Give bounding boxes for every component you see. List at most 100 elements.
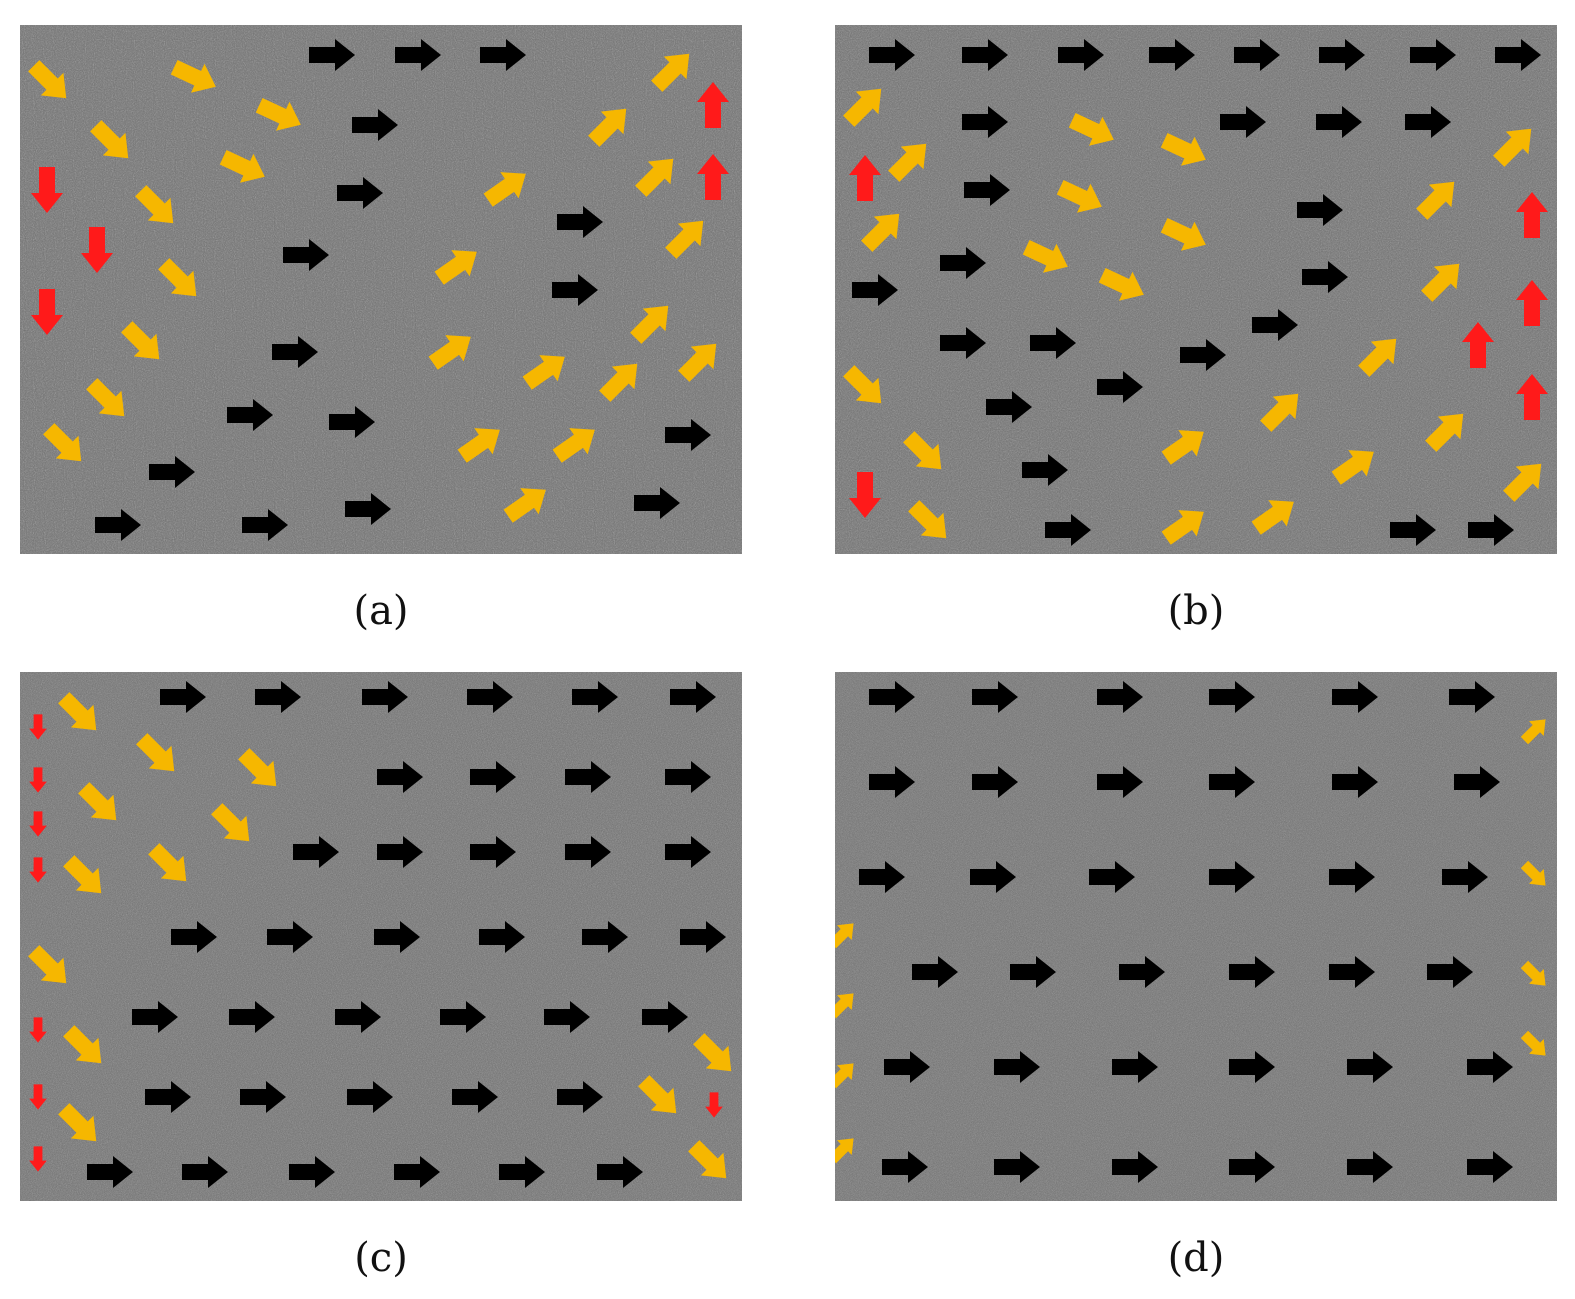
- arrow-icon: [1329, 861, 1375, 893]
- arrow-icon: [1056, 180, 1102, 213]
- arrow-icon: [499, 1156, 545, 1188]
- arrow-icon: [1332, 681, 1378, 713]
- arrow-icon: [912, 956, 958, 988]
- arrow-icon: [994, 1051, 1040, 1083]
- arrow-icon: [665, 836, 711, 868]
- arrow-icon: [552, 428, 595, 463]
- arrow-icon: [1045, 514, 1091, 546]
- arrow-icon: [572, 681, 618, 713]
- arrow-icon: [87, 1156, 133, 1188]
- arrow-icon: [1316, 106, 1362, 138]
- arrow-icon: [1234, 39, 1280, 71]
- arrow-icon: [1331, 450, 1374, 485]
- panel-b-image: [835, 25, 1557, 554]
- arrow-icon: [1260, 393, 1299, 432]
- arrow-icon: [1468, 514, 1514, 546]
- arrow-icon: [337, 177, 383, 209]
- arrow-icon: [31, 167, 63, 213]
- arrow-icon: [63, 855, 102, 894]
- arrow-icon: [283, 239, 329, 271]
- panel-a-image: [20, 25, 742, 554]
- arrow-icon: [1229, 956, 1275, 988]
- arrow-icon: [58, 1103, 97, 1142]
- arrow-icon: [345, 493, 391, 525]
- arrow-icon: [1405, 106, 1451, 138]
- arrow-icon: [1220, 106, 1266, 138]
- arrow-icon: [95, 509, 141, 541]
- arrow-icon: [394, 1156, 440, 1188]
- arrow-icon: [135, 185, 174, 224]
- arrow-icon: [1161, 430, 1204, 465]
- arrow-icon: [136, 733, 175, 772]
- arrow-icon: [1520, 1030, 1546, 1056]
- arrow-icon: [693, 1033, 732, 1072]
- arrow-icon: [888, 143, 927, 182]
- arrow-icon: [1068, 113, 1114, 146]
- arrow-icon: [869, 766, 915, 798]
- arrow-icon: [1209, 861, 1255, 893]
- arrow-icon: [882, 1151, 928, 1183]
- arrow-icon: [1252, 309, 1298, 341]
- arrow-icon: [1058, 39, 1104, 71]
- arrow-icon: [1030, 327, 1076, 359]
- arrow-icon: [1010, 956, 1056, 988]
- arrow-icon: [428, 335, 471, 370]
- arrow-icon: [272, 336, 318, 368]
- arrow-icon: [522, 355, 565, 390]
- arrow-icon: [1251, 500, 1294, 535]
- panel-d-svg: [835, 672, 1557, 1201]
- arrow-icon: [1449, 681, 1495, 713]
- arrow-icon: [255, 681, 301, 713]
- arrow-icon: [58, 692, 97, 731]
- arrow-icon: [1180, 339, 1226, 371]
- arrow-icon: [503, 488, 546, 523]
- arrow-icon: [1467, 1151, 1513, 1183]
- arrow-icon: [665, 419, 711, 451]
- arrow-icon: [582, 921, 628, 953]
- arrow-icon: [377, 836, 423, 868]
- arrow-icon: [1022, 454, 1068, 486]
- arrow-icon: [227, 399, 273, 431]
- arrow-icon: [1161, 510, 1204, 545]
- arrow-icon: [1493, 128, 1532, 167]
- arrow-icon: [597, 1156, 643, 1188]
- arrow-icon: [470, 836, 516, 868]
- arrow-icon: [903, 431, 942, 470]
- arrow-icon: [1229, 1151, 1275, 1183]
- arrow-icon: [335, 1001, 381, 1033]
- arrow-icon: [1520, 860, 1546, 886]
- arrow-icon: [557, 1081, 603, 1113]
- arrow-icon: [160, 681, 206, 713]
- arrow-icon: [1516, 280, 1548, 326]
- arrow-icon: [670, 681, 716, 713]
- arrow-icon: [970, 861, 1016, 893]
- arrow-icon: [884, 1051, 930, 1083]
- arrow-icon: [1098, 268, 1144, 301]
- arrow-icon: [483, 172, 526, 207]
- arrow-icon: [1097, 681, 1143, 713]
- arrow-icon: [352, 109, 398, 141]
- arrow-icon: [859, 861, 905, 893]
- arrow-icon: [1332, 766, 1378, 798]
- arrow-icon: [638, 1075, 677, 1114]
- arrow-icon: [1425, 413, 1464, 452]
- arrow-icon: [1358, 338, 1397, 377]
- caption-b: (b): [1167, 588, 1225, 634]
- arrow-icon: [1516, 374, 1548, 420]
- arrow-icon: [457, 428, 500, 463]
- arrow-icon: [467, 681, 513, 713]
- arrow-icon: [1112, 1151, 1158, 1183]
- arrow-icon: [211, 803, 250, 842]
- arrow-icon: [255, 98, 301, 131]
- arrow-icon: [78, 782, 117, 821]
- arrow-icon: [843, 88, 882, 127]
- arrow-icon: [31, 289, 63, 335]
- arrow-icon: [374, 921, 420, 953]
- arrow-icon: [347, 1081, 393, 1113]
- arrow-icon: [908, 500, 947, 539]
- arrow-icon: [835, 1063, 854, 1089]
- arrow-icon: [1097, 766, 1143, 798]
- arrow-icon: [565, 761, 611, 793]
- arrow-icon: [552, 274, 598, 306]
- arrow-icon: [544, 1001, 590, 1033]
